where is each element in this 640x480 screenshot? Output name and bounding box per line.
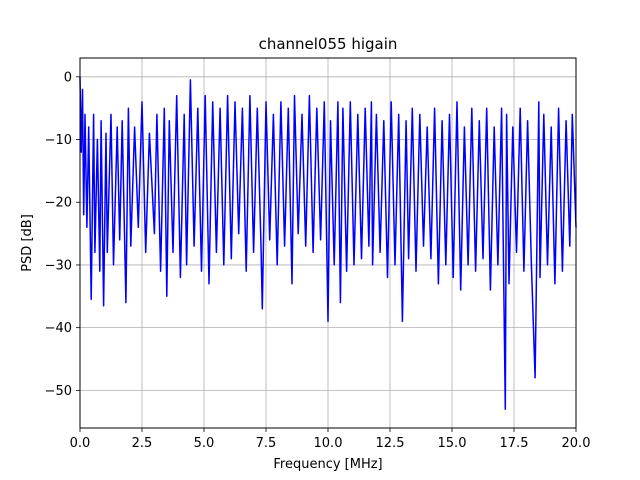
y-axis-label: PSD [dB]	[20, 214, 35, 272]
y-tick-label: 0	[64, 70, 72, 85]
psd-series-line	[79, 76, 577, 410]
x-tick-label: 17.5	[500, 436, 529, 451]
x-tick-label: 12.5	[376, 436, 405, 451]
x-tick-label: 10.0	[314, 436, 343, 451]
x-tick-label: 0.0	[70, 436, 91, 451]
axis-ticks: 0.0 2.5 5.0 7.5 10.0 12.5 15.0 17.5 20.0 0 −10 −20 −…	[45, 70, 591, 451]
chart-title: channel055 higain	[259, 35, 398, 53]
x-axis-label: Frequency [MHz]	[273, 457, 382, 472]
x-tick-label: 15.0	[438, 436, 467, 451]
y-tick-label: −40	[45, 321, 72, 336]
x-tick-label: 20.0	[562, 436, 591, 451]
x-tick-label: 5.0	[194, 436, 215, 451]
y-tick-label: −20	[45, 196, 72, 211]
y-tick-label: −50	[45, 384, 72, 399]
x-tick-label: 7.5	[256, 436, 277, 451]
plot-area	[79, 76, 577, 410]
x-tick-label: 2.5	[132, 436, 153, 451]
y-tick-label: −30	[45, 258, 72, 273]
y-tick-label: −10	[45, 133, 72, 148]
